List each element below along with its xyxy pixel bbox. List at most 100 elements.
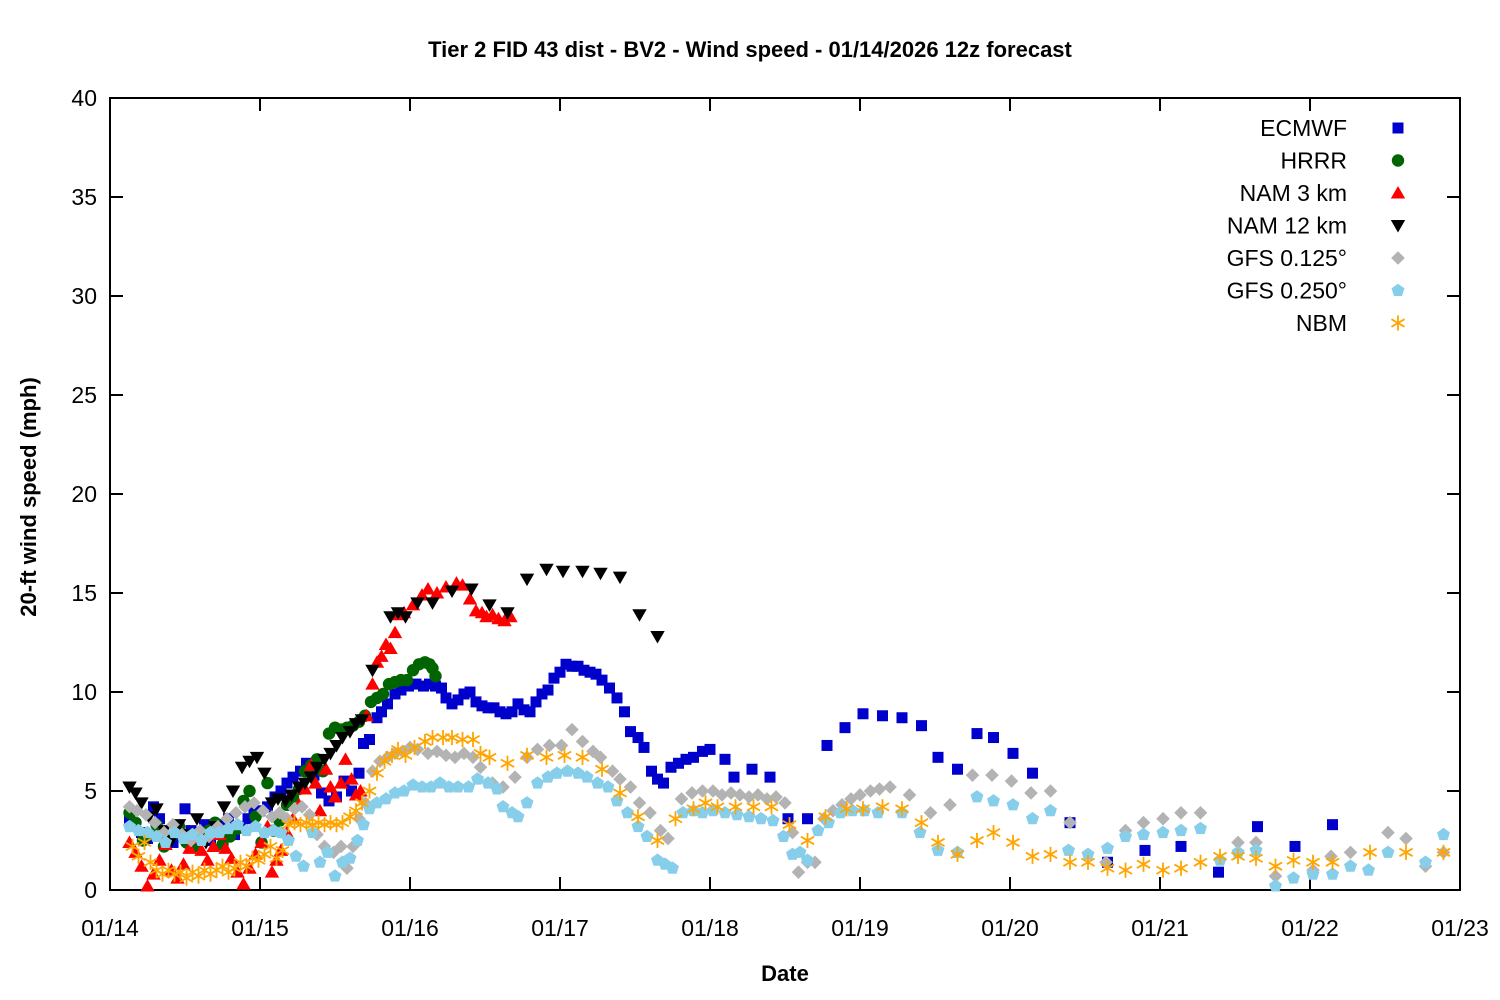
data-point xyxy=(275,842,290,858)
data-point xyxy=(746,763,758,775)
data-point xyxy=(652,773,663,785)
data-point xyxy=(565,722,579,737)
y-tick-label: 35 xyxy=(71,184,97,210)
data-point xyxy=(220,811,234,826)
y-tick-label: 0 xyxy=(84,877,97,903)
data-point xyxy=(465,731,481,748)
legend-entry-hrrr: HRRR xyxy=(1281,148,1405,174)
data-point xyxy=(1325,854,1340,870)
data-point xyxy=(343,851,357,864)
data-point xyxy=(1119,829,1132,842)
data-point xyxy=(263,838,278,855)
data-point xyxy=(390,607,406,620)
data-point xyxy=(1043,846,1058,862)
y-tick-label: 30 xyxy=(71,283,97,309)
data-point xyxy=(1006,798,1020,811)
data-point xyxy=(247,796,261,810)
data-point xyxy=(800,832,815,849)
data-point xyxy=(231,817,244,831)
data-point xyxy=(632,796,647,810)
data-point xyxy=(249,751,265,765)
data-point xyxy=(227,860,242,876)
data-point xyxy=(458,688,470,700)
data-point xyxy=(1173,860,1189,876)
data-point xyxy=(1213,866,1224,878)
data-point xyxy=(462,591,478,605)
data-point xyxy=(139,807,153,822)
data-point xyxy=(666,861,679,874)
data-point xyxy=(950,846,965,862)
data-point xyxy=(1305,854,1321,870)
data-point xyxy=(451,780,465,793)
data-point xyxy=(777,829,790,842)
legend-label: GFS 0.125° xyxy=(1227,245,1347,271)
data-point xyxy=(987,794,1000,807)
legend-label: HRRR xyxy=(1281,148,1347,174)
data-point xyxy=(512,698,524,710)
data-point xyxy=(877,710,888,722)
data-point xyxy=(173,864,188,880)
data-point xyxy=(548,672,560,684)
data-point xyxy=(555,565,571,579)
data-point xyxy=(871,806,885,819)
data-point xyxy=(623,780,638,794)
data-point xyxy=(914,815,929,831)
data-point xyxy=(389,688,401,700)
y-tick-label: 15 xyxy=(71,580,97,606)
chart-title: Tier 2 FID 43 dist - BV2 - Wind speed - … xyxy=(428,37,1072,62)
data-point xyxy=(424,678,435,690)
data-point xyxy=(965,768,980,782)
data-point xyxy=(801,853,814,866)
data-point xyxy=(364,734,375,746)
data-point xyxy=(265,809,279,824)
data-point xyxy=(318,762,334,775)
data-point xyxy=(782,813,794,825)
data-point xyxy=(531,776,544,789)
data-point xyxy=(1392,122,1404,134)
data-point xyxy=(1419,855,1432,868)
data-point xyxy=(872,782,887,796)
series-gfs-0-250 xyxy=(123,764,1450,892)
data-point xyxy=(913,825,927,839)
data-point xyxy=(494,706,506,718)
data-point xyxy=(338,752,353,765)
data-point xyxy=(476,700,488,712)
data-point xyxy=(1306,867,1320,880)
data-point xyxy=(457,746,471,761)
data-point xyxy=(1044,804,1057,817)
data-point xyxy=(353,767,365,779)
data-point xyxy=(952,763,963,775)
data-point xyxy=(591,776,604,789)
data-point xyxy=(240,823,253,837)
data-point xyxy=(429,669,442,683)
data-point xyxy=(561,764,574,777)
data-point xyxy=(482,702,494,714)
data-point xyxy=(630,809,646,825)
data-point xyxy=(471,772,484,785)
data-point xyxy=(578,664,590,676)
data-point xyxy=(1137,827,1150,841)
data-point xyxy=(358,796,372,810)
data-point xyxy=(264,865,280,878)
data-point xyxy=(520,796,534,809)
data-point xyxy=(658,777,669,789)
data-point xyxy=(383,611,398,624)
data-point xyxy=(646,765,657,777)
data-point xyxy=(575,734,590,749)
data-point xyxy=(808,855,822,870)
data-point xyxy=(519,747,535,763)
data-point xyxy=(377,753,392,769)
data-point xyxy=(1286,852,1301,868)
data-point xyxy=(328,869,342,882)
data-point xyxy=(554,738,569,753)
data-point xyxy=(410,597,425,610)
data-point xyxy=(369,765,385,781)
data-point xyxy=(710,799,725,815)
data-point xyxy=(297,859,310,872)
data-point xyxy=(742,790,756,804)
data-point xyxy=(154,813,165,825)
data-point xyxy=(706,784,720,798)
data-point xyxy=(697,745,708,757)
data-point xyxy=(342,809,358,825)
